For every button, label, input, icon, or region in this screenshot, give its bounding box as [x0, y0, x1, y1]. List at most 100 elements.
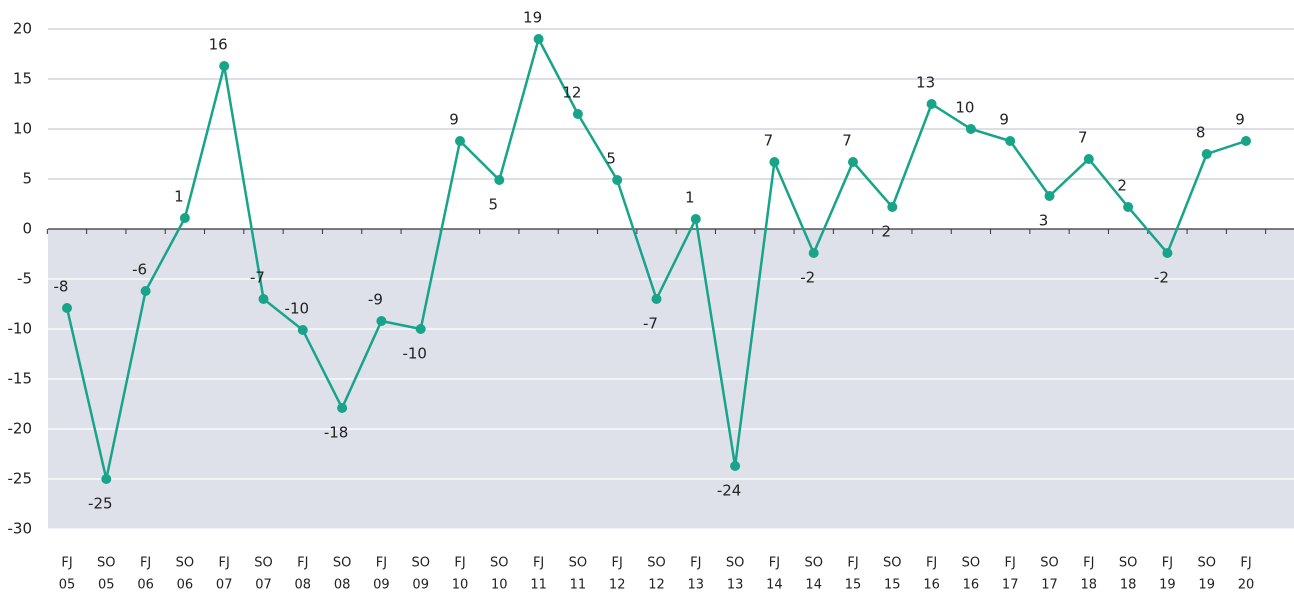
point: [101, 474, 112, 484]
x-tick-label: 11: [570, 578, 587, 593]
x-tick-label: 08: [295, 578, 312, 593]
value-label: -9: [368, 291, 383, 309]
x-tick-label: 17: [1002, 578, 1019, 593]
point: [533, 34, 544, 44]
x-tick-label: SO: [647, 556, 665, 571]
point: [1044, 191, 1055, 201]
value-label: 10: [955, 99, 974, 117]
x-tick-label: SO: [726, 556, 744, 571]
x-tick-label: SO: [333, 556, 351, 571]
value-label: 16: [209, 36, 228, 54]
x-tick-label: 05: [98, 578, 115, 593]
value-label: 7: [764, 132, 774, 150]
x-tick-label: FJ: [1162, 556, 1173, 571]
value-label: -7: [643, 315, 658, 333]
x-tick-label: 05: [59, 578, 76, 593]
x-tick-label: 11: [530, 578, 547, 593]
x-tick-label: SO: [254, 556, 272, 571]
x-tick-label: SO: [1040, 556, 1058, 571]
x-tick-label: 16: [963, 578, 980, 593]
x-tick-label: FJ: [1005, 556, 1016, 571]
x-tick-label: 12: [609, 578, 626, 593]
value-label: 1: [685, 189, 695, 207]
point: [455, 136, 465, 146]
point: [337, 403, 348, 413]
point: [651, 294, 662, 304]
value-label: 1: [174, 188, 184, 206]
y-tick-label: -10: [8, 320, 33, 338]
x-tick-label: 10: [452, 578, 469, 593]
x-tick-label: FJ: [926, 556, 937, 571]
value-label: 9: [1235, 111, 1245, 129]
x-tick-label: 16: [923, 578, 940, 593]
x-tick-label: SO: [569, 556, 587, 571]
y-tick-label: 0: [22, 220, 32, 238]
point: [258, 294, 269, 304]
x-tick-label: SO: [883, 556, 901, 571]
point: [965, 124, 976, 134]
value-label: 19: [523, 9, 542, 27]
x-tick-label: 14: [766, 578, 783, 593]
value-label: -10: [285, 300, 310, 318]
x-tick-label: 17: [1041, 578, 1058, 593]
x-tick-label: SO: [962, 556, 980, 571]
value-label: 5: [606, 150, 616, 168]
point: [612, 175, 623, 185]
x-tick-label: SO: [97, 556, 115, 571]
value-label: -2: [800, 269, 815, 287]
x-tick-label: 18: [1120, 578, 1137, 593]
point: [808, 248, 819, 258]
x-tick-label: FJ: [376, 556, 387, 571]
x-tick-label: 13: [727, 578, 744, 593]
x-tick-label: SO: [804, 556, 822, 571]
point: [769, 157, 780, 167]
value-label: 9: [449, 111, 459, 129]
y-tick-label: -15: [8, 370, 33, 388]
value-label: 9: [999, 111, 1009, 129]
point: [179, 213, 190, 223]
point: [62, 303, 72, 313]
point: [1162, 248, 1173, 258]
y-tick-label: -30: [8, 520, 33, 538]
point: [1083, 154, 1094, 164]
point: [690, 214, 701, 224]
x-tick-label: FJ: [533, 556, 544, 571]
y-tick-label: 20: [13, 20, 32, 38]
x-tick-label: FJ: [1083, 556, 1094, 571]
value-label: -24: [717, 482, 742, 500]
value-label: -2: [1154, 269, 1169, 287]
y-tick-label: -5: [17, 270, 32, 288]
point: [1123, 202, 1134, 212]
x-tick-label: FJ: [847, 556, 858, 571]
x-tick-label: FJ: [61, 556, 72, 571]
x-tick-label: 13: [688, 578, 705, 593]
x-tick-label: FJ: [769, 556, 780, 571]
value-label: 2: [882, 223, 892, 241]
value-label: -8: [54, 278, 69, 296]
x-tick-label: SO: [411, 556, 429, 571]
point: [1201, 149, 1212, 159]
x-tick-label: 08: [334, 578, 351, 593]
x-tick-label: FJ: [140, 556, 151, 571]
point: [494, 175, 505, 185]
y-tick-label: 15: [13, 70, 32, 88]
value-label: 5: [489, 196, 499, 214]
x-tick-label: FJ: [1240, 556, 1251, 571]
x-tick-label: 20: [1238, 578, 1255, 593]
x-tick-label: 06: [177, 578, 194, 593]
point: [376, 316, 387, 326]
y-tick-label: 5: [22, 170, 32, 188]
point: [926, 99, 937, 109]
x-tick-label: FJ: [454, 556, 465, 571]
point: [1005, 136, 1016, 146]
x-tick-label: 09: [373, 578, 390, 593]
y-tick-label: -20: [8, 420, 33, 438]
x-tick-label: SO: [490, 556, 508, 571]
value-label: -18: [324, 424, 349, 442]
x-tick-label: SO: [1197, 556, 1215, 571]
value-label: -7: [250, 269, 265, 287]
x-tick-label: 15: [845, 578, 862, 593]
point: [415, 324, 426, 334]
x-tick-label: FJ: [297, 556, 308, 571]
y-tick-label: 10: [13, 120, 32, 138]
